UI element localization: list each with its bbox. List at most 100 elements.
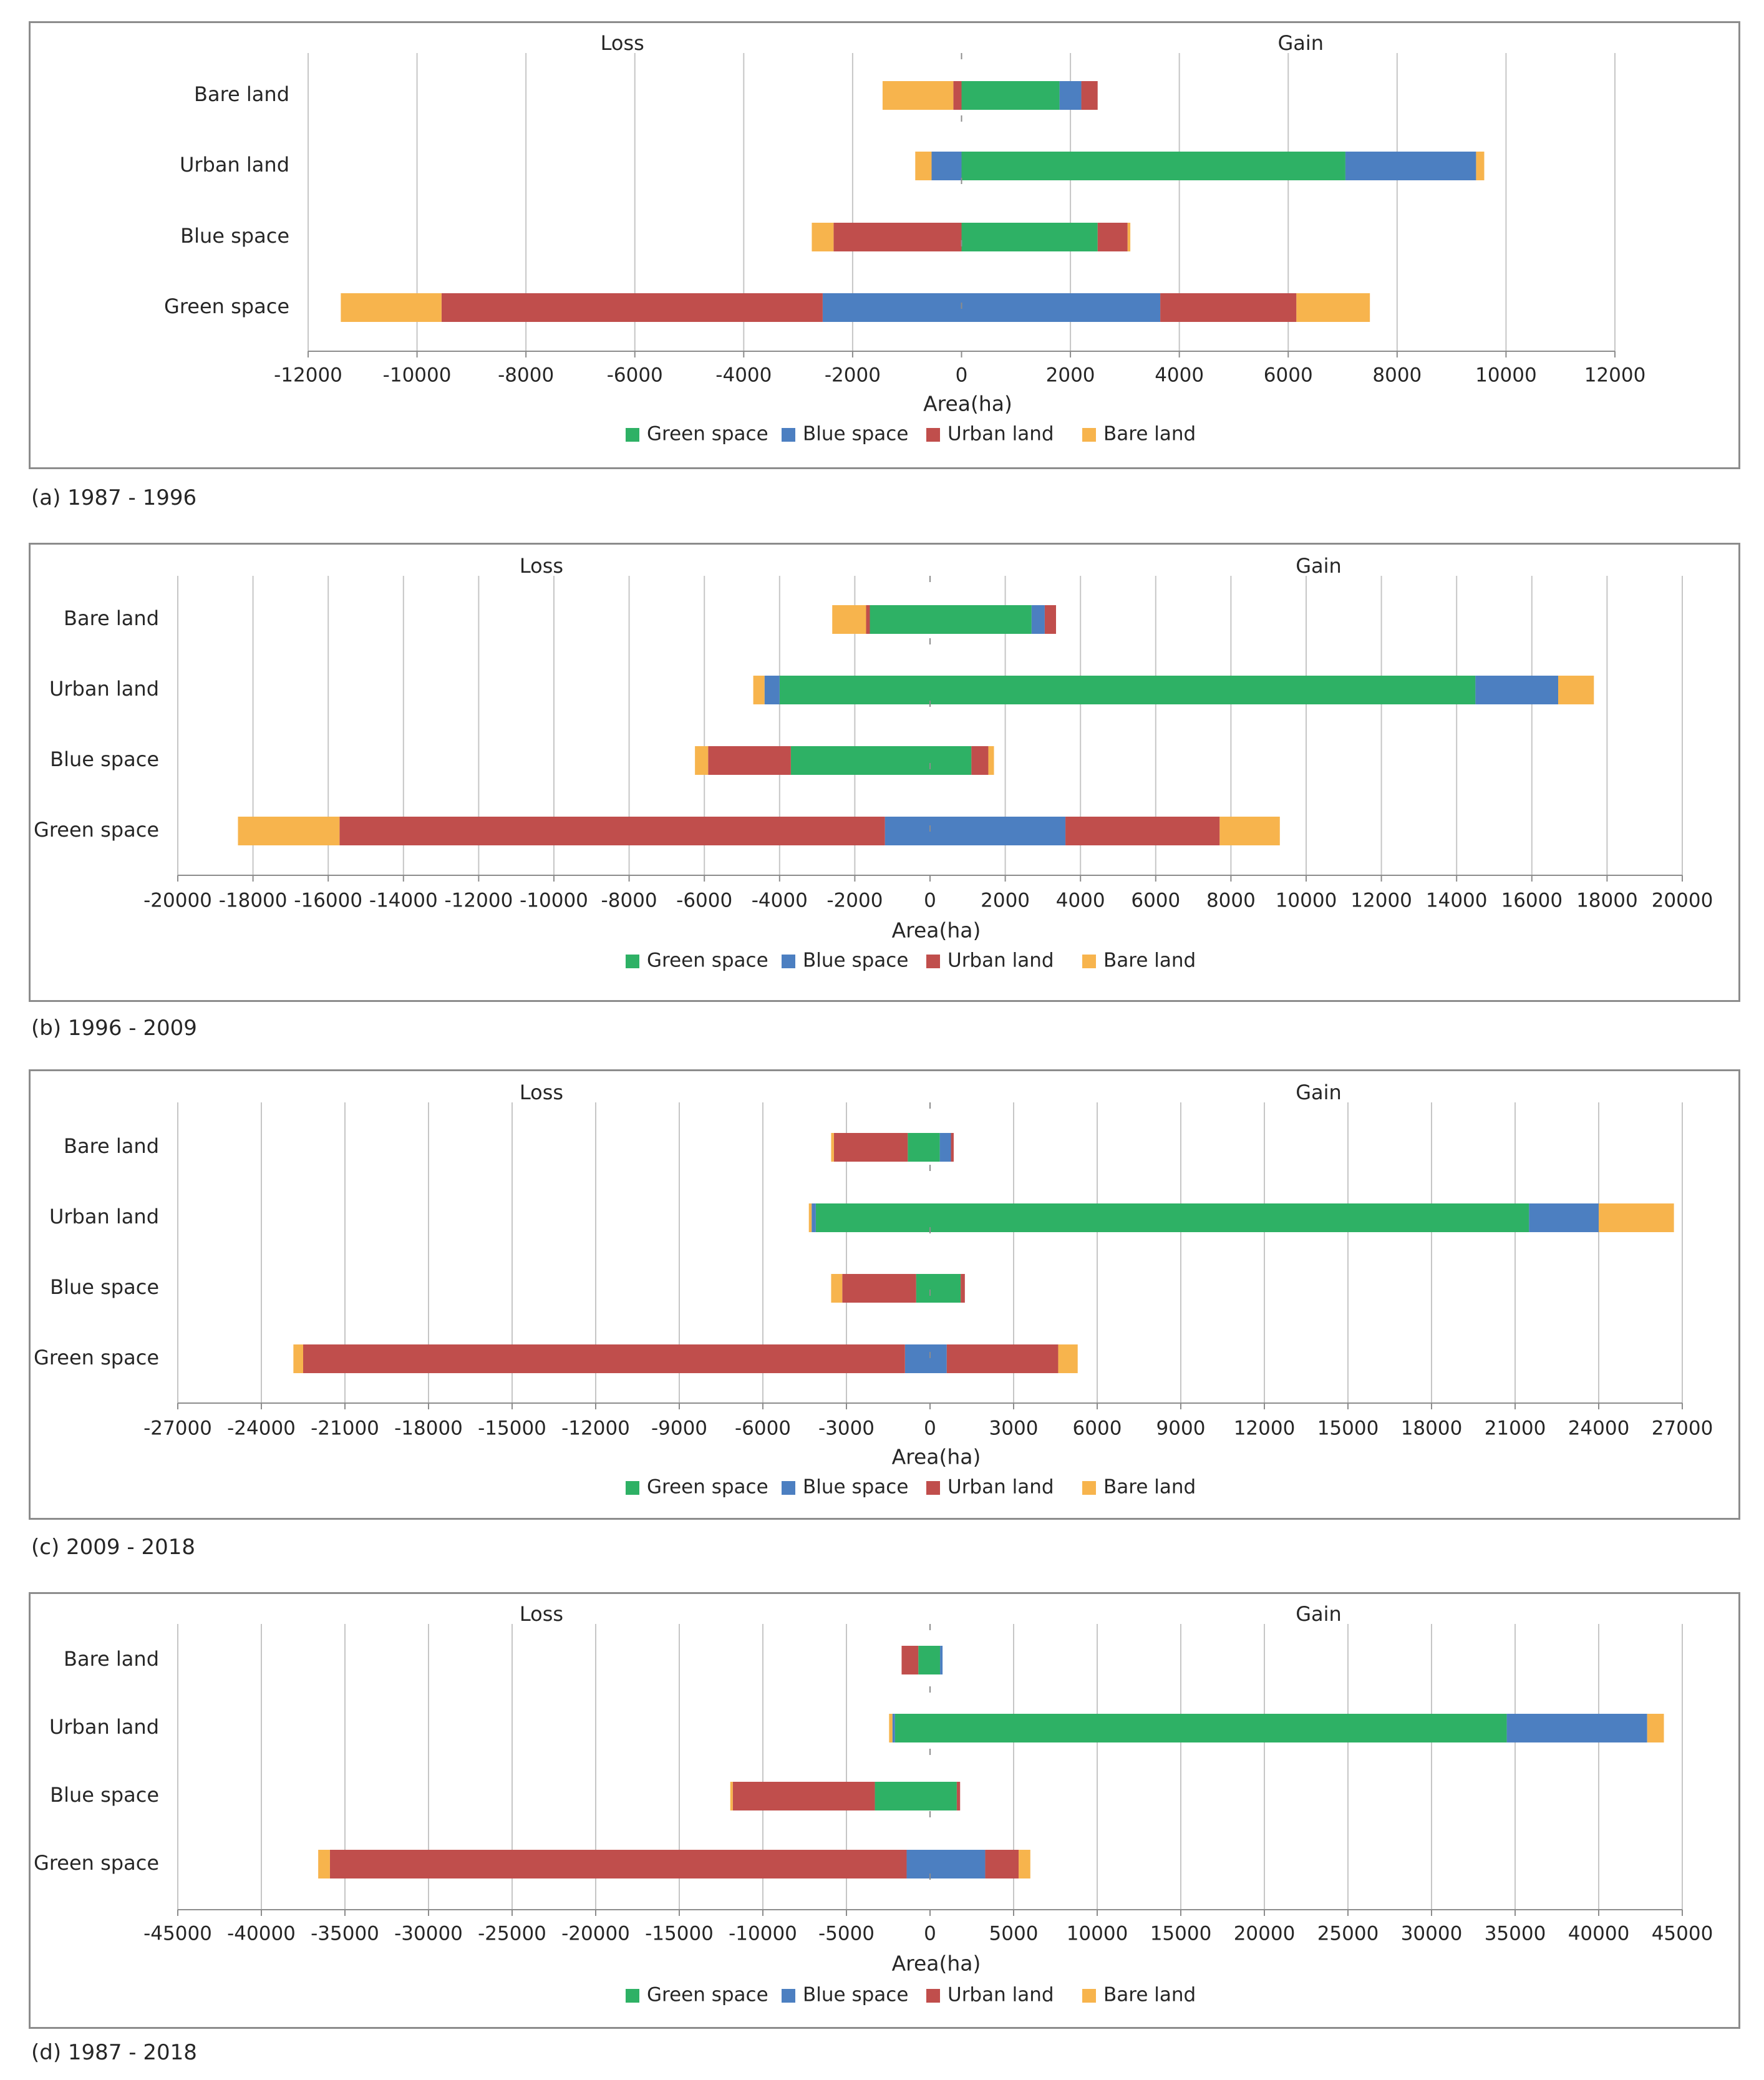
bar-bare-land-loss-urban-land	[866, 605, 870, 634]
legend-label-blue-space: Blue space	[803, 1984, 908, 2006]
legend-label-urban-land: Urban land	[947, 1476, 1054, 1499]
legend-swatch-bare-land	[1082, 1989, 1096, 2003]
chart-panel-d: Loss Gain Bare land Urban land Blue space Gre…	[29, 1592, 1740, 2029]
chart-c-loss-label: Loss	[520, 1081, 563, 1104]
bar-bare-land-gain-green-space	[930, 605, 1032, 634]
tick-label: -10000	[383, 364, 452, 387]
bar-green-space-gain-bare-land	[1058, 1344, 1078, 1373]
tick-label: 27000	[1652, 1417, 1713, 1440]
bar-blue-space-gain-bare-land	[988, 746, 994, 775]
tick-label: -15000	[645, 1923, 714, 1945]
tick-label: 8000	[1206, 890, 1256, 912]
tick-label: 10000	[1276, 890, 1337, 912]
tick-label: 6000	[1264, 364, 1313, 387]
bar-green-space-loss-urban-land	[441, 293, 823, 322]
bar-green-space-gain-blue-space	[930, 817, 1066, 845]
bar-green-space-gain-urban-land	[946, 1344, 1059, 1373]
bar-blue-space-loss-bare-land	[695, 746, 709, 775]
bar-blue-space-loss-green-space	[875, 1782, 930, 1810]
legend-swatch-urban-land	[926, 1481, 940, 1495]
chart-panel-b: Loss Gain Bare land Urban land Blue space Gre…	[29, 543, 1740, 1002]
bar-bare-land-loss-green-space	[908, 1133, 930, 1162]
bar-urban-land-loss-bare-land	[808, 1203, 812, 1232]
legend-label-bare-land: Bare land	[1103, 950, 1196, 972]
tick-label: 3000	[989, 1417, 1039, 1440]
bar-blue-space-loss-green-space	[916, 1274, 930, 1303]
bar-green-space-gain-bare-land	[1019, 1850, 1030, 1878]
legend-swatch-bare-land	[1082, 428, 1096, 442]
tick-label: -3000	[818, 1417, 875, 1440]
chart-a-legend: Green space Blue space Urban land Bare land	[626, 423, 1196, 445]
bar-urban-land-gain-bare-land	[1599, 1203, 1674, 1232]
legend-swatch-urban-land	[926, 428, 940, 442]
tick-label: 15000	[1150, 1923, 1212, 1945]
tick-label: 12000	[1234, 1417, 1296, 1440]
bar-urban-land-loss-blue-space	[812, 1203, 816, 1232]
bar-blue-space-gain-green-space	[961, 223, 1098, 251]
bar-urban-land-loss-blue-space	[892, 1714, 895, 1742]
legend-label-green-space: Green space	[647, 950, 768, 972]
chart-d-gain-label: Gain	[1296, 1602, 1342, 1626]
bar-green-space-loss-blue-space	[906, 1850, 930, 1878]
tick-label: 18000	[1401, 1417, 1463, 1440]
chart-c-legend: Green space Blue space Urban land Bare land	[626, 1476, 1196, 1499]
bar-bare-land-gain-blue-space	[1031, 605, 1045, 634]
bar-blue-space-loss-bare-land	[812, 223, 834, 251]
bar-green-space-gain-blue-space	[930, 1344, 947, 1373]
bar-urban-land-gain-blue-space	[1475, 676, 1559, 704]
tick-label: 35000	[1485, 1923, 1546, 1945]
bar-green-space-loss-bare-land	[293, 1344, 303, 1373]
tick-label: -10000	[520, 890, 588, 912]
category-label-green-space: Green space	[34, 1851, 159, 1875]
bar-bare-land-gain-blue-space	[939, 1133, 951, 1162]
bar-bare-land-gain-blue-space	[1059, 81, 1082, 110]
bar-urban-land-loss-blue-space	[931, 152, 962, 180]
chart-c-ticks: -27000 -24000 -21000 -18000 -15000 -12000 -900…	[143, 1403, 1713, 1440]
tick-label: 0	[924, 1417, 936, 1440]
bar-green-space-gain-bare-land	[1219, 817, 1280, 845]
legend-label-green-space: Green space	[647, 1984, 768, 2006]
bar-bare-land-gain-urban-land	[1081, 81, 1098, 110]
category-label-blue-space: Blue space	[50, 1783, 159, 1807]
bar-urban-land-loss-green-space	[815, 1203, 930, 1232]
chart-d-xlabel: Area(ha)	[892, 1951, 981, 1976]
chart-c-xlabel: Area(ha)	[892, 1445, 981, 1469]
category-label-urban-land: Urban land	[49, 1715, 159, 1739]
legend-label-bare-land: Bare land	[1103, 1984, 1196, 2006]
category-label-bare-land: Bare land	[64, 1134, 159, 1158]
tick-label: -5000	[818, 1923, 875, 1945]
chart-b-ticks: -20000 -18000 -16000 -14000 -12000 -10000 -800…	[143, 875, 1713, 912]
legend-label-blue-space: Blue space	[803, 423, 908, 445]
bar-bare-land-gain-green-space	[930, 1133, 940, 1162]
bar-blue-space-loss-bare-land	[730, 1782, 733, 1810]
tick-label: 2000	[1046, 364, 1095, 387]
tick-label: 4000	[1155, 364, 1204, 387]
bar-urban-land-gain-blue-space	[1506, 1714, 1647, 1742]
bar-green-space-loss-urban-land	[339, 817, 885, 845]
tick-label: 30000	[1401, 1923, 1463, 1945]
legend-swatch-green-space	[626, 1481, 639, 1495]
tick-label: -2000	[826, 890, 883, 912]
legend-swatch-green-space	[626, 428, 639, 442]
legend-swatch-blue-space	[782, 1989, 795, 2003]
bar-green-space-loss-bare-land	[341, 293, 442, 322]
tick-label: -6000	[676, 890, 732, 912]
tick-label: -24000	[227, 1417, 296, 1440]
tick-label: 4000	[1056, 890, 1105, 912]
tick-label: 6000	[1073, 1417, 1122, 1440]
bar-urban-land-loss-green-space	[894, 1714, 930, 1742]
tick-label: 8000	[1372, 364, 1422, 387]
legend-label-green-space: Green space	[647, 1476, 768, 1499]
bar-urban-land-loss-blue-space	[764, 676, 780, 704]
bar-urban-land-loss-bare-land	[915, 152, 932, 180]
legend-label-bare-land: Bare land	[1103, 423, 1196, 445]
bar-blue-space-gain-urban-land	[956, 1782, 961, 1810]
tick-label: 15000	[1317, 1417, 1379, 1440]
tick-label: 0	[924, 890, 936, 912]
legend-swatch-blue-space	[782, 1481, 795, 1495]
tick-label: -6000	[607, 364, 663, 387]
bar-blue-space-gain-urban-land	[971, 746, 989, 775]
bar-bare-land-loss-bare-land	[832, 605, 866, 634]
